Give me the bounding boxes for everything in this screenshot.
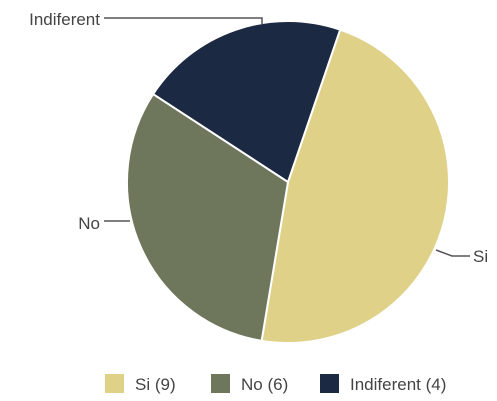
- slice-label-indiferent: Indiferent: [29, 10, 100, 29]
- legend-label-indiferent: Indiferent (4): [350, 375, 446, 394]
- pie-slice-si[interactable]: [260, 28, 451, 344]
- legend-item-indiferent[interactable]: Indiferent (4): [320, 374, 446, 394]
- pie-slice-no[interactable]: [125, 92, 290, 342]
- legend-item-si[interactable]: Si (9): [105, 374, 176, 394]
- legend-swatch-si: [105, 374, 124, 393]
- legend-item-no[interactable]: No (6): [211, 374, 288, 394]
- pie-slices: [125, 20, 451, 344]
- slice-label-no: No: [78, 214, 100, 233]
- legend: Si (9) No (6) Indiferent (4): [105, 374, 446, 394]
- legend-swatch-no: [211, 374, 230, 393]
- leader-lines: [104, 17, 470, 257]
- leader-line-si: [435, 249, 470, 257]
- leader-line-indiferent: [104, 17, 263, 24]
- legend-label-no: No (6): [241, 375, 288, 394]
- pie-slice-indiferent[interactable]: [151, 20, 342, 184]
- legend-swatch-indiferent: [320, 374, 339, 393]
- legend-label-si: Si (9): [135, 375, 176, 394]
- slice-label-si: Si: [473, 247, 488, 266]
